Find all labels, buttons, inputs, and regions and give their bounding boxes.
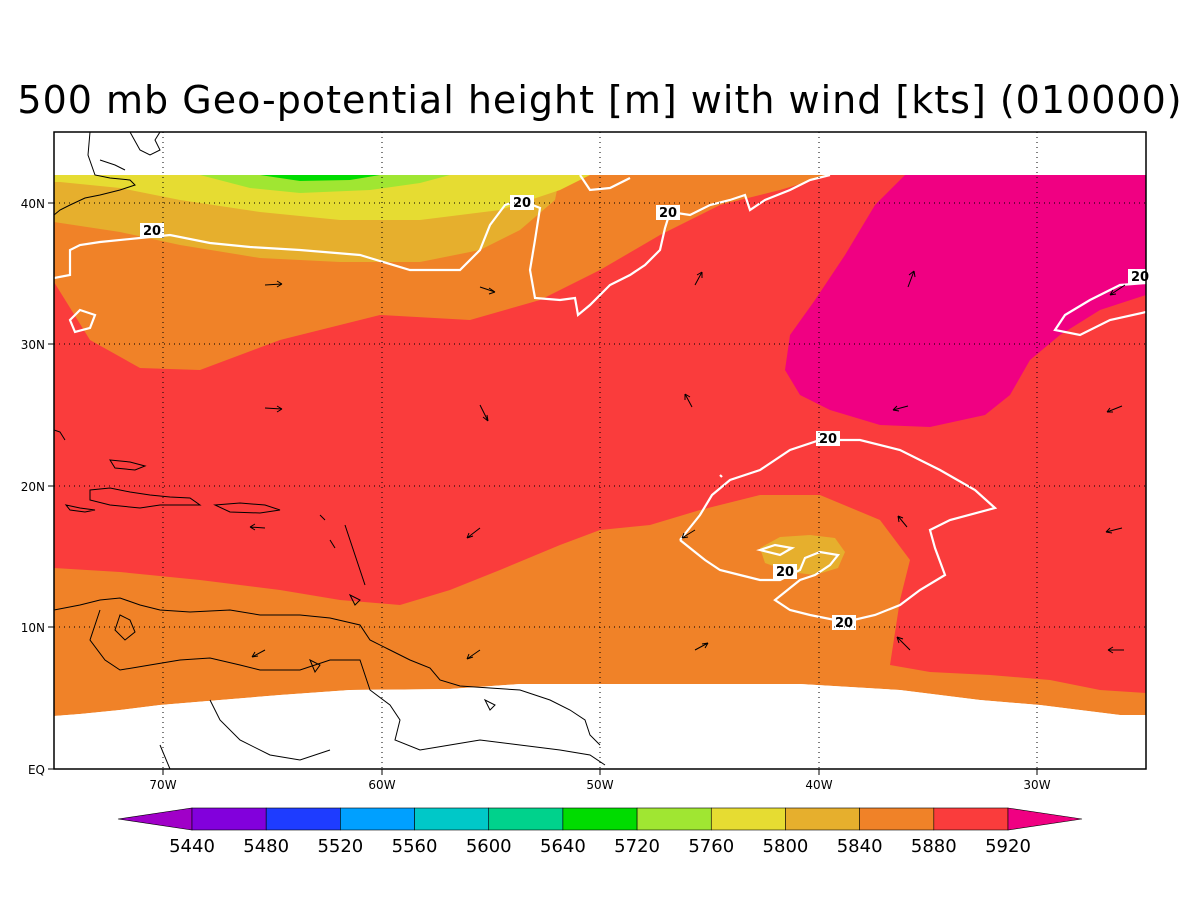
colorbar-swatch [191,807,267,831]
colorbar-label: 5920 [985,836,1031,857]
lon-label: 50W [586,778,613,792]
svg-text:20: 20 [1131,270,1149,285]
colorbar-label: 5840 [837,836,883,857]
graticule [54,132,1146,769]
lat-labels: 40N 30N 20N 10N EQ [21,197,45,777]
svg-text:20: 20 [143,224,161,239]
colorbar-swatch [340,807,415,831]
lon-label: 70W [149,778,176,792]
svg-text:20: 20 [659,206,677,221]
colorbar-high-extend [1007,807,1083,831]
contour-label: 20 [832,615,856,631]
band-5920-high [785,175,1146,427]
svg-text:20: 20 [835,616,853,631]
colorbar: 5440 5480 5520 5560 5600 5640 5720 5760 5800 5840… [117,807,1083,857]
colorbar-label: 5720 [614,836,660,857]
lon-label: 40W [805,778,832,792]
svg-text:20: 20 [776,565,794,580]
contour-label: 20 [816,431,840,447]
colorbar-low-extend [117,807,193,831]
chart-title: 500 mb Geo-potential height [m] with win… [17,78,1183,122]
contour-label: 20 [510,195,534,211]
coastlines [54,132,606,769]
colorbar-swatch [636,807,712,831]
svg-text:20: 20 [819,432,837,447]
colorbar-label: 5640 [540,836,586,857]
colorbar-swatch [414,807,490,831]
lon-labels: 70W 60W 50W 40W 30W [149,778,1050,792]
colorbar-label: 5800 [763,836,809,857]
lat-label: EQ [28,763,45,777]
band-5640-5720 [260,175,380,181]
colorbar-swatch [488,807,564,831]
colorbar-swatch [785,807,860,831]
contour-label: 20 [656,205,680,221]
colorbar-label: 5480 [243,836,289,857]
contour-label: 20 [773,564,797,580]
colorbar-swatch [562,807,638,831]
colorbar-swatch [265,807,341,831]
colorbar-label: 5760 [688,836,734,857]
wind-vectors [249,270,1126,660]
colorbar-label: 5880 [911,836,957,857]
lon-label: 60W [368,778,395,792]
height-field [54,132,1146,769]
colorbar-label: 5560 [392,836,438,857]
lon-label: 30W [1023,778,1050,792]
colorbar-label: 5440 [169,836,215,857]
band-5720-5760 [200,175,450,193]
colorbar-swatch [710,807,786,831]
svg-text:20: 20 [513,196,531,211]
colorbar-label: 5520 [317,836,363,857]
band-5760-5800 [54,175,590,220]
colorbar-swatch [859,807,935,831]
lat-label: 10N [21,621,45,635]
lat-label: 40N [21,197,45,211]
missing-south [54,684,1146,769]
lat-label: 30N [21,338,45,352]
contour-label: 20 [140,223,164,239]
colorbar-label: 5600 [466,836,512,857]
lat-label: 20N [21,480,45,494]
tick-marks [48,202,1038,775]
contour-label: 20 [1128,269,1152,285]
colorbar-swatch [933,807,1009,831]
